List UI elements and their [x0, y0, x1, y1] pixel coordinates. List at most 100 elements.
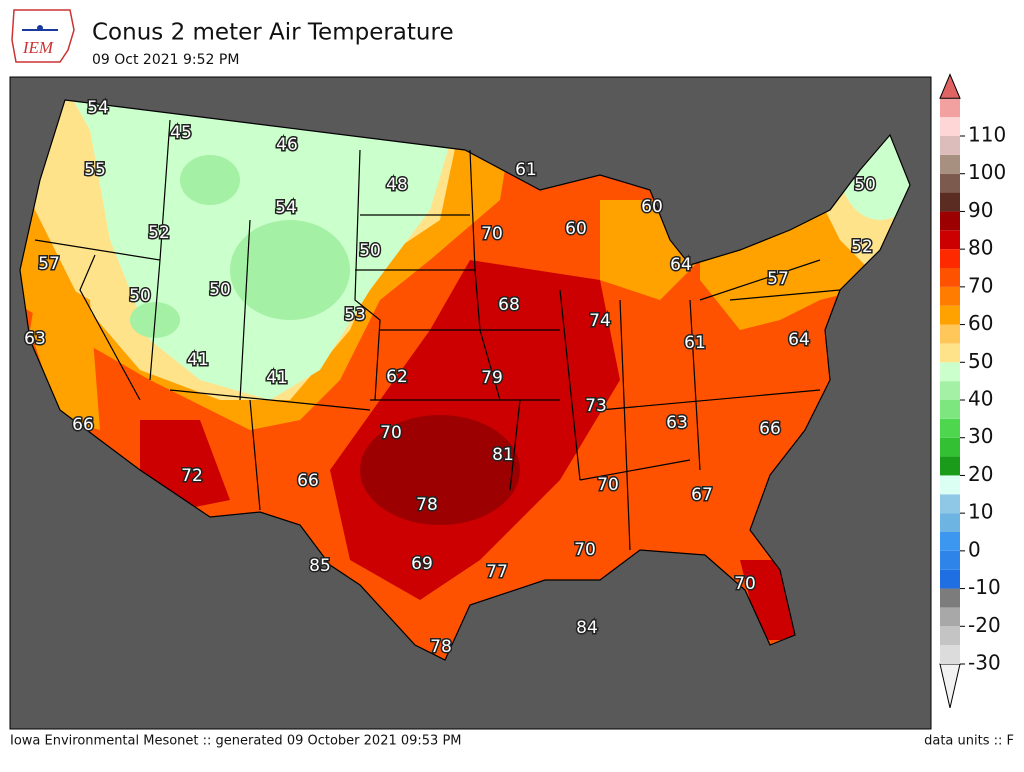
colorbar-bin	[940, 362, 960, 382]
colorbar-extend-high	[939, 73, 961, 99]
colorbar-bin	[940, 305, 960, 325]
colorbar-tick-label: -10	[968, 575, 1001, 599]
colorbar-tick-label: 110	[968, 123, 1006, 147]
station-label: 50	[209, 280, 231, 300]
colorbar-bin	[940, 343, 960, 363]
colorbar-bin	[940, 626, 960, 646]
colorbar-bin	[940, 381, 960, 400]
colorbar-bin	[940, 494, 960, 514]
colorbar-tick-label: 80	[968, 236, 993, 260]
colorbar-bin	[940, 400, 960, 419]
station-label: 78	[430, 637, 452, 657]
colorbar-bin	[940, 98, 960, 118]
colorbar-bin	[940, 607, 960, 627]
colorbar-extend-low	[939, 663, 961, 708]
station-label: 53	[344, 305, 366, 325]
station-label: 48	[386, 175, 408, 195]
station-label: 60	[641, 197, 663, 217]
station-label: 63	[24, 329, 46, 349]
station-label: 50	[854, 175, 876, 195]
colorbar-tick-label: -20	[968, 613, 1001, 637]
logo: IEM	[11, 9, 75, 63]
station-label: 54	[87, 98, 109, 118]
colorbar-tick-label: -30	[968, 651, 1001, 675]
colorbar-bin	[940, 192, 960, 212]
station-label: 63	[666, 413, 688, 433]
station-label: 50	[129, 286, 151, 306]
colorbar-bin	[940, 532, 960, 551]
station-label: 70	[574, 540, 596, 560]
station-label: 66	[72, 415, 94, 435]
colorbar-bin	[940, 324, 960, 344]
station-label: 64	[788, 330, 810, 350]
station-label: 78	[416, 495, 438, 515]
colorbar-tick-label: 0	[968, 537, 981, 561]
station-label: 81	[492, 445, 514, 465]
subtitle: 09 Oct 2021 9:52 PM	[92, 52, 239, 68]
colorbar-bin	[940, 645, 960, 664]
station-label: 85	[309, 556, 331, 576]
station-label: 72	[181, 466, 203, 486]
colorbar-bin	[940, 550, 960, 570]
station-label: 69	[411, 554, 433, 574]
colorbar-bin	[940, 136, 960, 155]
station-label: 61	[515, 160, 537, 180]
colorbar-bin	[940, 173, 960, 193]
colorbar-tick-label: 50	[968, 349, 993, 373]
station-label: 52	[148, 223, 170, 243]
station-labels: 54 45 46 55 48 61 54 52 50 60 60 70 57 50 50 53 68 64 57 63…	[23, 97, 878, 659]
colorbar-bin	[940, 249, 960, 268]
logo-text: IEM	[22, 38, 54, 57]
station-label: 70	[380, 423, 402, 443]
colorbar-bin	[940, 475, 960, 495]
borders	[19, 99, 911, 661]
colorbar-tick-label: 60	[968, 311, 993, 335]
station-label: 52	[851, 237, 873, 257]
station-label: 77	[486, 562, 508, 582]
station-label: 79	[481, 368, 503, 388]
colorbar-bin	[940, 456, 960, 476]
station-label: 74	[589, 311, 611, 331]
station-label: 57	[767, 269, 789, 289]
station-label: 60	[565, 219, 587, 239]
colorbar-bin	[940, 588, 960, 608]
colorbar-bin	[940, 268, 960, 287]
station-label: 55	[84, 160, 106, 180]
title: Conus 2 meter Air Temperature	[92, 20, 454, 46]
colorbar-tick-label: 90	[968, 198, 993, 222]
station-label: 70	[597, 475, 619, 495]
station-label: 57	[38, 254, 60, 274]
colorbar-bin	[940, 286, 960, 306]
station-label: 70	[481, 224, 503, 244]
station-label: 46	[276, 135, 298, 155]
station-label: 84	[576, 618, 598, 638]
station-label: 41	[187, 350, 209, 370]
station-label: 61	[684, 333, 706, 353]
station-label: 70	[734, 574, 756, 594]
station-label: 68	[498, 295, 520, 315]
colorbar-tick-label: 100	[968, 160, 1006, 184]
temperature-field	[20, 100, 910, 660]
station-label: 50	[359, 241, 381, 261]
footer-right: data units :: F	[924, 734, 1014, 749]
colorbar-bin	[940, 513, 960, 532]
station-label: 62	[386, 367, 408, 387]
colorbar-bin	[940, 437, 960, 457]
colorbar-bin	[940, 230, 960, 250]
station-label: 66	[759, 419, 781, 439]
colorbar-bin	[940, 117, 960, 136]
colorbar: -30 -20 -10 0 10 20 30 40 50 60 70 80 90 100 110	[939, 73, 1006, 708]
colorbar-tick-label: 70	[968, 273, 993, 297]
footer-left: Iowa Environmental Mesonet :: generated …	[10, 734, 462, 749]
station-label: 54	[275, 198, 297, 218]
colorbar-bin	[940, 211, 960, 231]
colorbar-bin	[940, 569, 960, 589]
station-label: 73	[585, 396, 607, 416]
colorbar-tick-label: 10	[968, 500, 993, 524]
colorbar-bin	[940, 418, 960, 438]
station-label: 66	[297, 471, 319, 491]
station-label: 67	[691, 485, 713, 505]
colorbar-tick-label: 30	[968, 424, 993, 448]
